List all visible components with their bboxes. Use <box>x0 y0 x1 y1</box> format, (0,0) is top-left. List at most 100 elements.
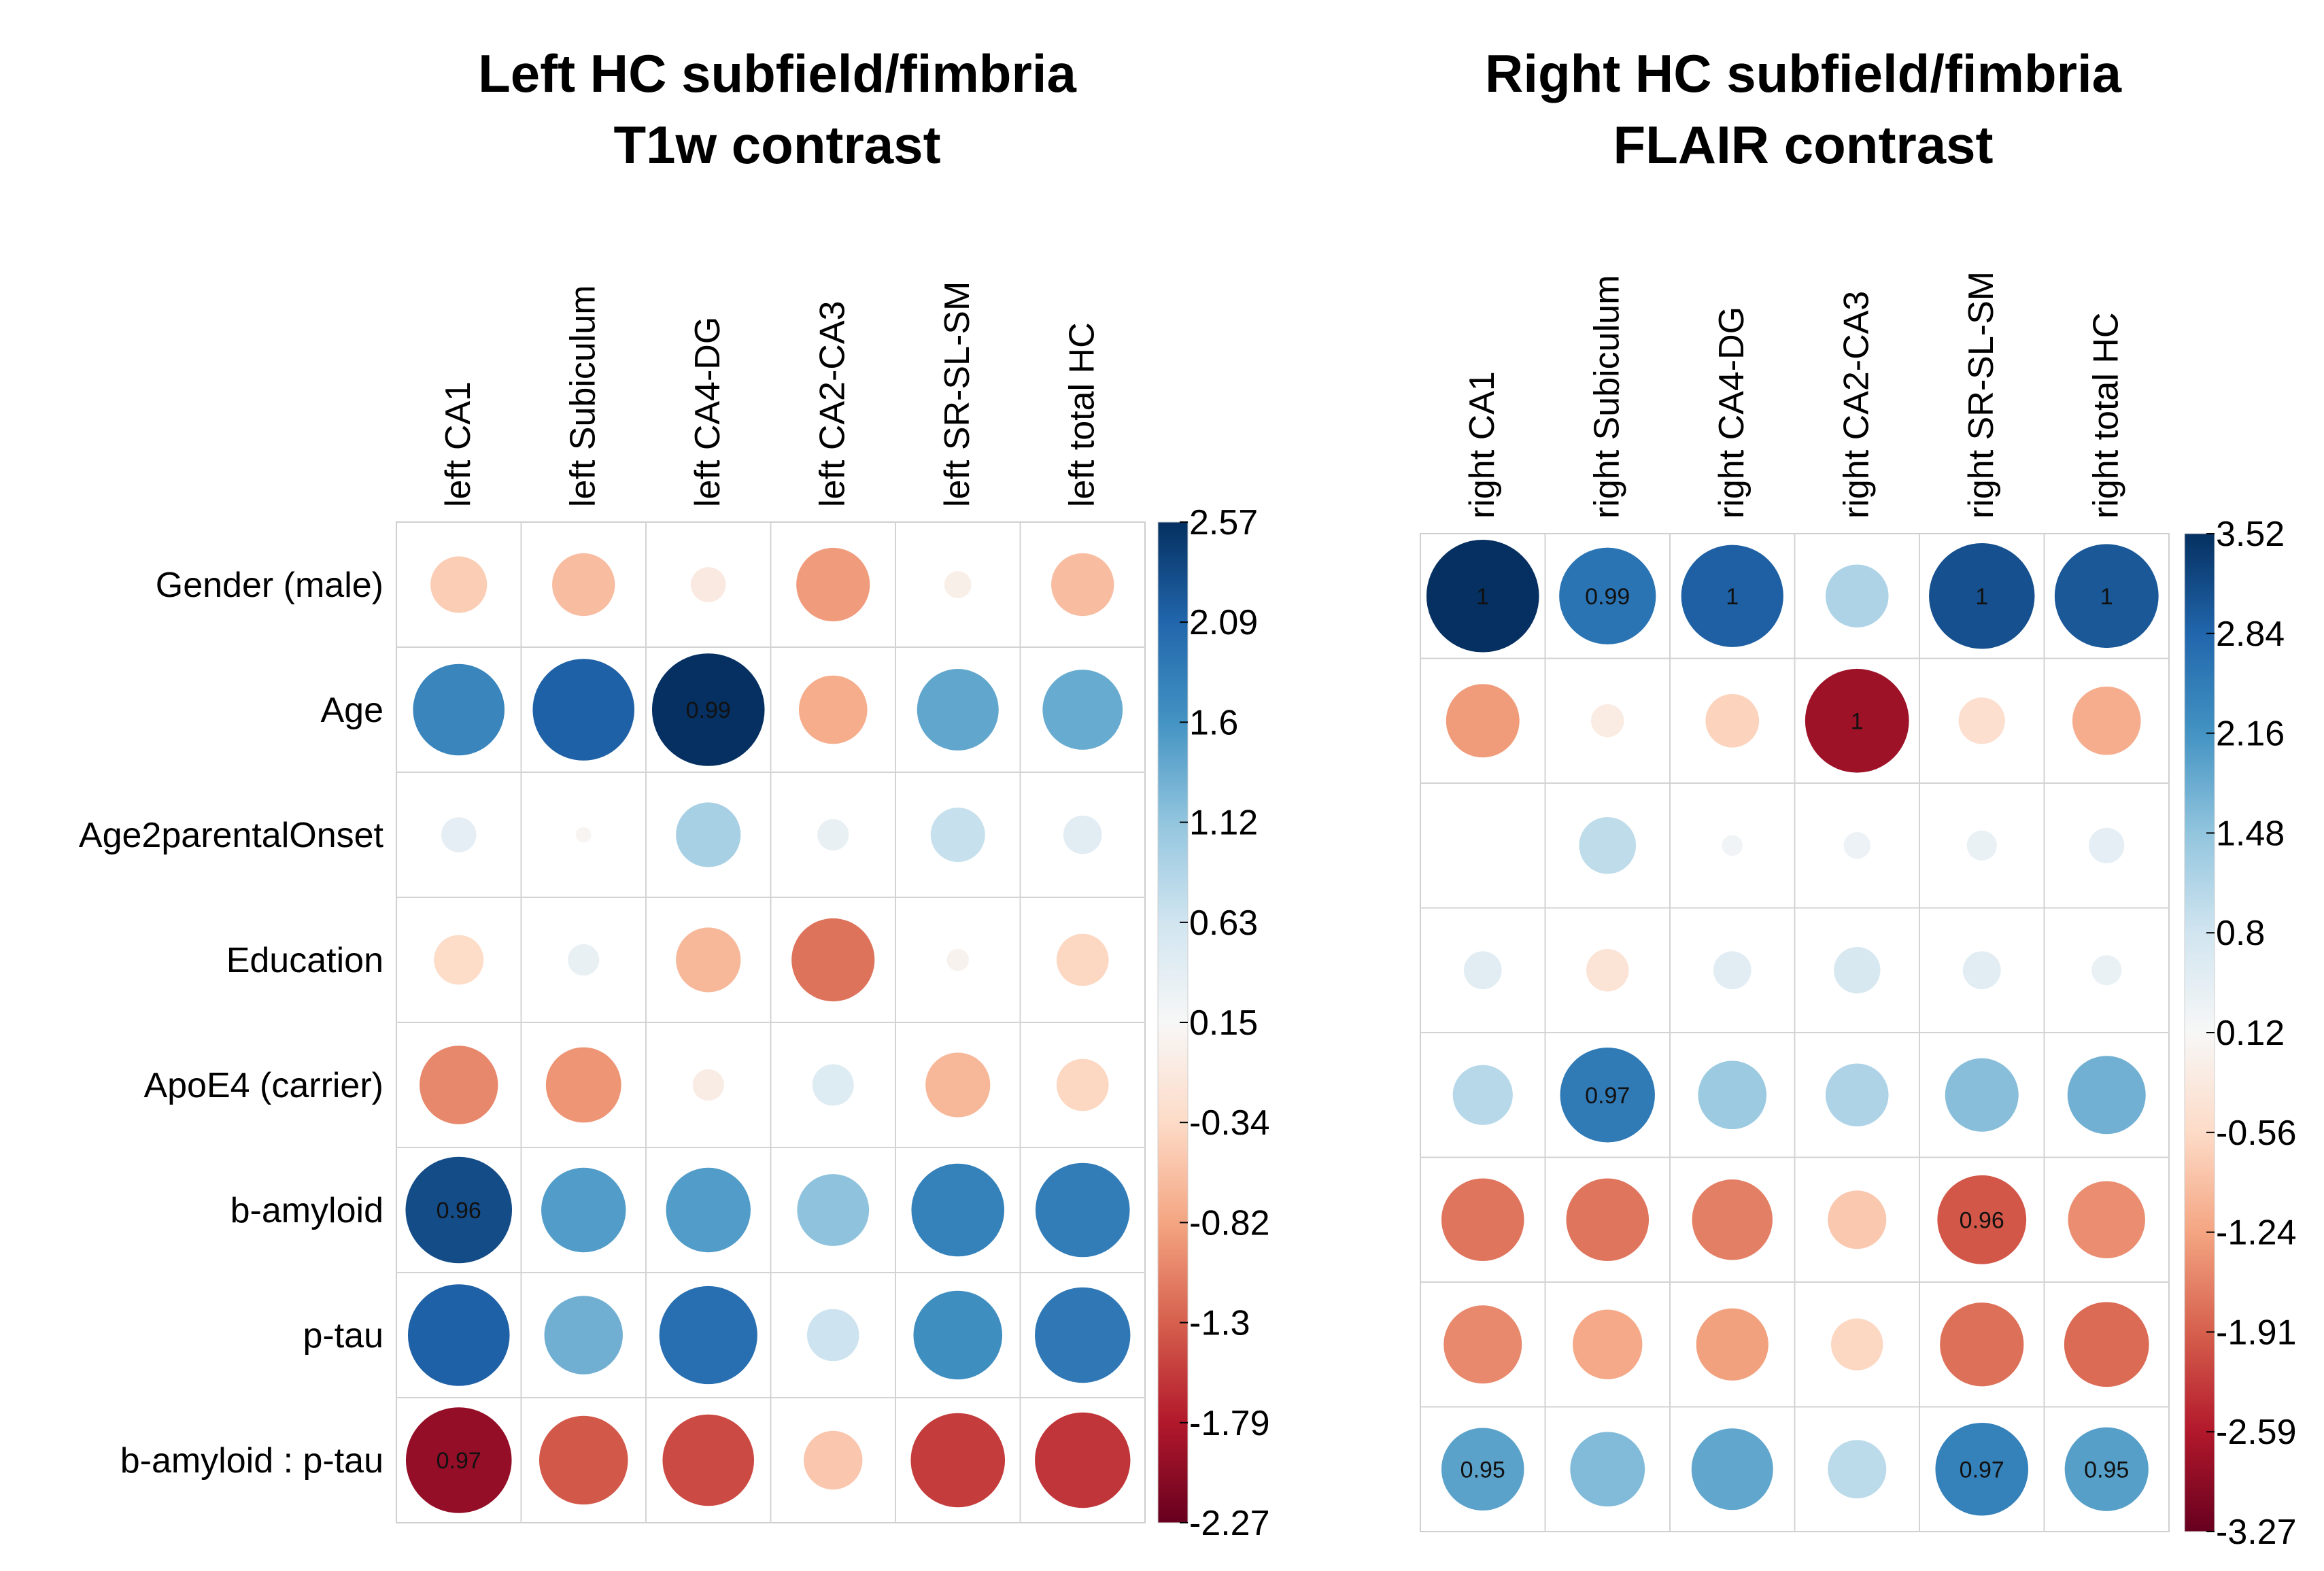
data-circle <box>545 1047 621 1123</box>
data-circle <box>405 1407 512 1513</box>
data-circle <box>1463 951 1502 990</box>
data-circle <box>692 1069 724 1101</box>
cell-annotation: 1 <box>2100 584 2113 610</box>
data-circle <box>1056 1058 1109 1111</box>
data-circle <box>1935 1422 2029 1516</box>
data-circle <box>1696 1308 1768 1381</box>
data-circle <box>1940 1302 2024 1387</box>
colorbar-tick-label: 0.63 <box>1189 903 1258 943</box>
cell-annotation: 0.97 <box>437 1448 481 1474</box>
data-circle <box>1962 951 2001 990</box>
colorbar-tick-label: -3.27 <box>2216 1513 2297 1552</box>
colorbar-tick-label: 1.6 <box>1189 703 1238 742</box>
data-circle <box>413 663 505 756</box>
data-circle <box>434 935 484 985</box>
colorbar-tick-label: -1.3 <box>1189 1304 1250 1343</box>
data-circle <box>1966 830 1997 861</box>
data-circle <box>1441 1178 1524 1262</box>
data-circle <box>2064 1427 2149 1511</box>
data-circle <box>944 571 972 598</box>
colorbar-tick-label: 2.84 <box>2216 615 2285 654</box>
column-label: right CA4-DG <box>1712 307 1751 519</box>
data-circle <box>407 1284 510 1386</box>
row-label: b-amyloid : p-tau <box>120 1441 383 1481</box>
data-circle <box>911 1163 1005 1257</box>
data-circle <box>1452 1065 1513 1125</box>
left-panel: Left HC subfield/fimbria T1w contrast left… <box>79 44 1270 1543</box>
data-circle <box>430 556 488 613</box>
colorbar-tick-label: -1.79 <box>1189 1404 1270 1443</box>
data-circle <box>1825 1063 1889 1127</box>
data-circle <box>2072 686 2141 755</box>
data-circle <box>2067 1056 2146 1135</box>
colorbar-tick-label: -1.91 <box>2216 1313 2297 1352</box>
data-circle <box>925 1052 991 1118</box>
data-circle <box>1591 704 1624 738</box>
cell-annotation: 0.96 <box>1960 1207 2004 1233</box>
cell-annotation: 0.95 <box>1460 1457 1505 1483</box>
column-label: left total HC <box>1062 322 1101 507</box>
data-circle <box>1805 668 1909 773</box>
column-label: left SR-SL-SM <box>938 281 977 507</box>
column-label: right Subiculum <box>1587 275 1626 519</box>
data-circle <box>1834 947 1881 994</box>
row-label: Education <box>226 941 383 980</box>
column-label: right SR-SL-SM <box>1962 271 2001 519</box>
data-circle <box>1681 545 1783 647</box>
data-circle <box>806 1309 859 1362</box>
data-circle <box>1945 1058 2019 1132</box>
colorbar-tick-label: -0.34 <box>1189 1103 1270 1143</box>
data-circle <box>568 944 600 976</box>
colorbar-tick-label: -0.56 <box>2216 1113 2297 1153</box>
data-circle <box>1691 1428 1773 1510</box>
data-circle <box>544 1296 623 1375</box>
data-circle <box>539 1415 628 1505</box>
data-circle <box>676 802 741 867</box>
cell-annotation: 0.97 <box>1585 1083 1630 1109</box>
row-label: Gender (male) <box>156 566 383 605</box>
data-circle <box>662 1414 755 1506</box>
data-circle <box>1035 1412 1131 1508</box>
data-circle <box>1035 1162 1130 1258</box>
colorbar-tick-label: -2.59 <box>2216 1413 2297 1452</box>
data-circle <box>1560 1048 1655 1143</box>
column-label: right CA1 <box>1463 371 1502 519</box>
data-circle <box>1937 1175 2027 1264</box>
data-circle <box>420 1046 498 1124</box>
data-circle <box>1051 553 1114 617</box>
data-circle <box>1692 1179 1773 1260</box>
data-circle <box>1035 1287 1131 1383</box>
cell-annotation: 0.99 <box>1585 584 1630 610</box>
data-circle <box>1443 1305 1522 1384</box>
row-label: ApoE4 (carrier) <box>143 1066 383 1105</box>
colorbar-tick-label: -1.24 <box>2216 1213 2297 1253</box>
cell-annotation: 1 <box>1726 584 1739 610</box>
data-circle <box>2064 1302 2149 1387</box>
data-circle <box>1698 1060 1767 1130</box>
data-circle <box>405 1156 513 1264</box>
cell-annotation: 1 <box>1975 584 1988 610</box>
data-circle <box>1056 933 1109 986</box>
data-circle <box>1828 1440 1887 1499</box>
data-circle <box>651 653 765 766</box>
cell-annotation: 0.95 <box>2084 1457 2129 1483</box>
data-circle <box>2068 1181 2145 1258</box>
data-circle <box>532 659 635 761</box>
panel-title-line: T1w contrast <box>613 115 940 175</box>
data-circle <box>441 817 477 852</box>
data-circle <box>1958 697 2005 744</box>
colorbar-tick-label: 0.15 <box>1189 1003 1258 1043</box>
data-circle <box>1441 1428 1524 1511</box>
data-circle <box>1722 835 1743 857</box>
colorbar-tick-label: 0.8 <box>2216 914 2265 953</box>
row-label: Age2parentalOnset <box>79 816 384 855</box>
row-label: Age <box>320 691 383 730</box>
data-circle <box>1825 564 1889 628</box>
data-circle <box>791 918 875 1002</box>
data-circle <box>2091 955 2122 986</box>
right-panel: Right HC subfield/fimbria FLAIR contrast r… <box>1420 44 2297 1552</box>
colorbar-tick-label: 2.57 <box>1189 503 1258 542</box>
data-circle <box>1063 815 1102 854</box>
data-circle <box>1586 949 1629 992</box>
